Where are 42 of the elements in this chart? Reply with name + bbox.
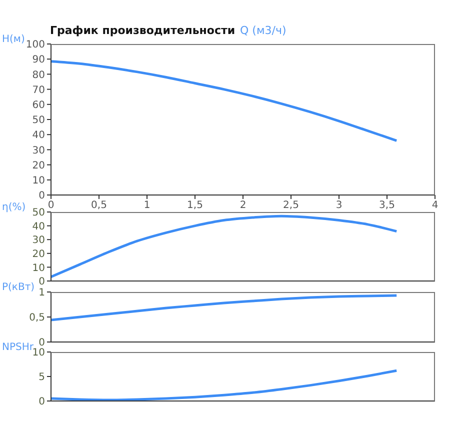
y-tick-label: 40: [32, 221, 45, 232]
y-axis-title: η(%): [2, 202, 26, 213]
x-tick-label: 4: [432, 200, 438, 212]
x-tick-label: 3: [336, 200, 342, 212]
line-series: [51, 214, 398, 278]
x-tick-label: 0: [48, 200, 54, 212]
y-tick-label: 50: [32, 115, 45, 126]
x-tick-label: 1,5: [187, 200, 203, 212]
y-tick-label: 90: [32, 54, 45, 66]
y-tick-label: 20: [32, 248, 45, 260]
y-tick-label: 10: [32, 348, 45, 359]
x-tick-label: 2,5: [283, 200, 299, 212]
y-tick-label: 0: [38, 276, 45, 288]
y-tick-label: 60: [32, 100, 45, 111]
y-tick-label: 100: [26, 40, 45, 51]
y-tick-label: 20: [32, 160, 45, 172]
x-tick-label: 0,5: [91, 200, 107, 212]
y-tick-label: 0: [38, 338, 45, 349]
y-tick-label: 10: [32, 262, 45, 274]
x-tick-label: 1: [144, 200, 150, 212]
y-tick-label: 70: [32, 84, 45, 96]
y-tick-label: 40: [32, 130, 45, 142]
chart-title: График производительности: [50, 24, 236, 37]
x-tick-label: 3,5: [379, 200, 395, 212]
line-series: [51, 60, 398, 142]
y-tick-label: 50: [32, 208, 45, 219]
line-series: [51, 369, 398, 401]
y-tick-label: 80: [32, 70, 45, 81]
y-tick-label: 0,5: [29, 312, 45, 324]
x-axis-title: Q (м3/ч): [240, 24, 286, 37]
y-tick-label: 30: [32, 145, 45, 156]
line-series: [51, 294, 398, 322]
y-tick-label: 10: [32, 175, 45, 186]
y-tick-label: 0: [38, 396, 45, 408]
x-tick-label: 2: [240, 200, 246, 212]
y-tick-label: 0: [38, 190, 45, 202]
y-tick-label: 1: [38, 288, 45, 299]
y-axis-title: H(м): [2, 34, 25, 45]
y-axis-title: NPSHr: [2, 342, 34, 353]
y-tick-label: 5: [38, 372, 45, 384]
y-tick-label: 30: [32, 235, 45, 246]
y-axis-title: P(кВт): [2, 282, 35, 293]
